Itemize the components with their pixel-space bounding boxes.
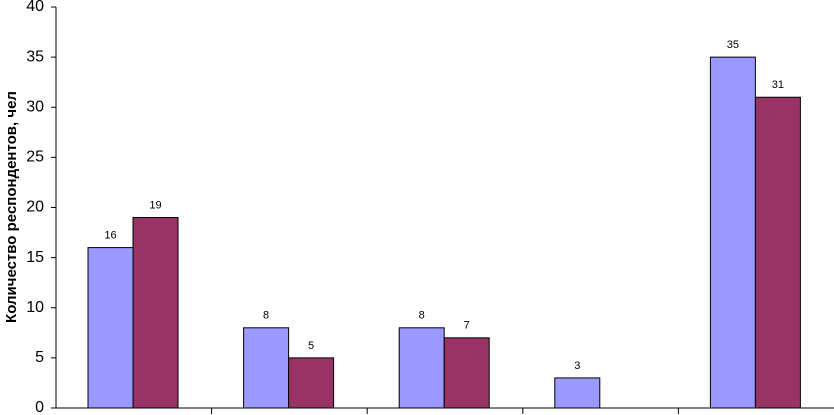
value-label: 8 bbox=[263, 310, 269, 322]
y-tick-label: 0 bbox=[35, 399, 44, 415]
y-tick-label: 20 bbox=[26, 199, 44, 216]
y-tick-label: 15 bbox=[26, 249, 44, 266]
y-tick-label: 25 bbox=[26, 149, 44, 166]
value-label: 35 bbox=[727, 39, 739, 51]
value-label: 3 bbox=[574, 360, 580, 372]
value-label: 7 bbox=[464, 320, 470, 332]
bar bbox=[288, 357, 335, 409]
value-label: 16 bbox=[104, 230, 116, 242]
value-label: 31 bbox=[772, 79, 784, 91]
y-tick-label: 5 bbox=[35, 349, 44, 366]
bar bbox=[398, 327, 445, 409]
y-axis-title: Количество респондентов, чел bbox=[3, 91, 20, 323]
y-tick-label: 30 bbox=[26, 98, 44, 115]
bar bbox=[554, 377, 601, 409]
y-tick-label: 10 bbox=[26, 299, 44, 316]
bar bbox=[132, 217, 179, 409]
value-label: 19 bbox=[149, 199, 161, 211]
bar bbox=[243, 327, 290, 409]
bar bbox=[443, 337, 490, 409]
bar bbox=[87, 247, 134, 409]
y-tick-label: 35 bbox=[26, 48, 44, 65]
value-label: 5 bbox=[308, 340, 314, 352]
bar bbox=[754, 96, 801, 409]
y-tick-label: 40 bbox=[26, 0, 44, 15]
value-label: 8 bbox=[419, 310, 425, 322]
bar bbox=[709, 56, 756, 409]
